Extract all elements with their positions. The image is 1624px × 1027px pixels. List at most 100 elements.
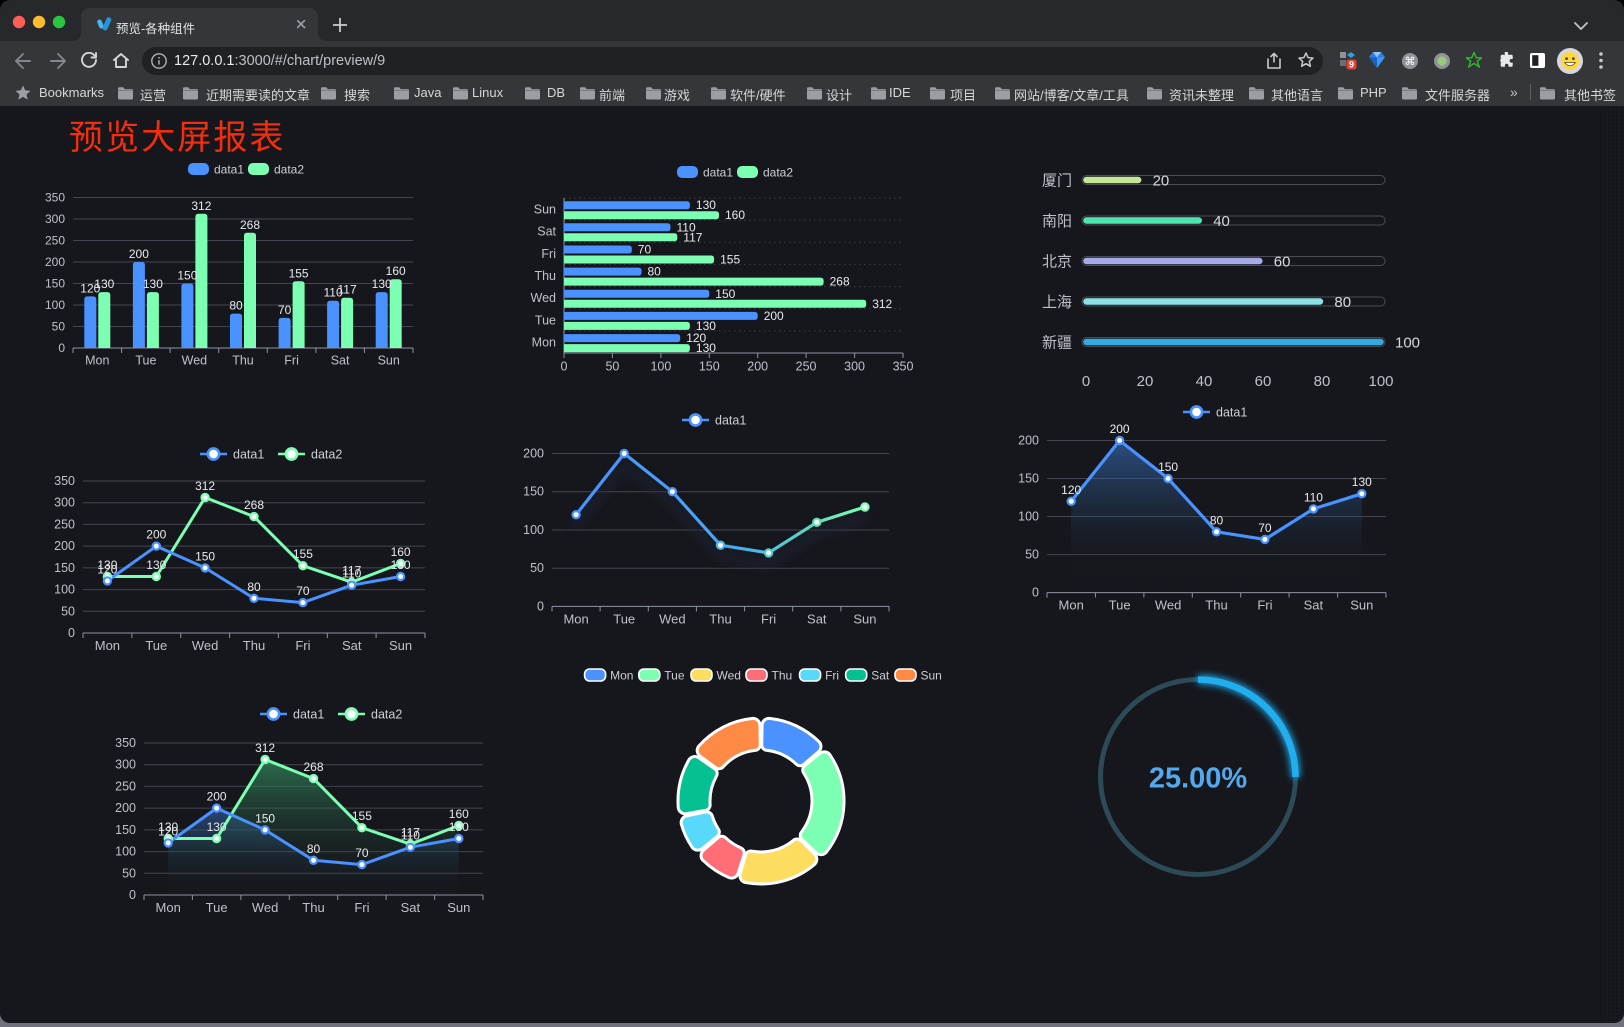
svg-text:Sat: Sat: [537, 225, 556, 239]
svg-text:40: 40: [1213, 213, 1230, 230]
svg-text:data1: data1: [703, 166, 733, 180]
svg-text:Thu: Thu: [243, 638, 265, 653]
svg-text:0: 0: [1032, 586, 1039, 600]
svg-text:Thu: Thu: [709, 611, 731, 626]
svg-text:150: 150: [523, 485, 544, 499]
svg-text:200: 200: [129, 247, 149, 261]
svg-text:120: 120: [686, 331, 706, 345]
svg-text:200: 200: [45, 255, 65, 269]
svg-text:268: 268: [240, 218, 260, 232]
svg-text:250: 250: [796, 360, 817, 374]
svg-text:150: 150: [1158, 460, 1178, 474]
svg-text:80: 80: [648, 265, 662, 279]
svg-text:Fri: Fri: [825, 668, 839, 682]
svg-text:0: 0: [1082, 373, 1090, 390]
svg-text:Wed: Wed: [182, 354, 208, 368]
svg-text:100: 100: [1018, 510, 1039, 524]
svg-text:200: 200: [747, 360, 768, 374]
svg-text:150: 150: [177, 269, 197, 283]
svg-text:312: 312: [191, 199, 211, 213]
svg-text:100: 100: [1395, 335, 1420, 352]
svg-text:9: 9: [1349, 59, 1354, 69]
svg-text:120: 120: [80, 281, 100, 295]
svg-text:50: 50: [530, 561, 544, 575]
svg-text:150: 150: [45, 277, 65, 291]
svg-text:60: 60: [1274, 254, 1291, 271]
svg-text:Tue: Tue: [535, 313, 556, 327]
svg-text:155: 155: [352, 809, 372, 823]
svg-text:70: 70: [638, 243, 652, 257]
svg-text:250: 250: [54, 517, 75, 531]
svg-text:130: 130: [94, 277, 114, 291]
svg-text:200: 200: [764, 309, 784, 323]
svg-text:130: 130: [391, 558, 411, 572]
svg-text:Tue: Tue: [135, 354, 156, 368]
svg-text:Thu: Thu: [1205, 598, 1227, 613]
svg-text:50: 50: [52, 320, 66, 334]
svg-text:80: 80: [307, 842, 321, 856]
svg-text:120: 120: [158, 824, 178, 838]
svg-text:data1: data1: [214, 163, 244, 177]
svg-text:Wed: Wed: [717, 668, 741, 682]
svg-text:130: 130: [449, 820, 469, 834]
svg-text:130: 130: [696, 341, 716, 355]
svg-text:350: 350: [893, 360, 914, 374]
svg-text:80: 80: [229, 299, 243, 313]
svg-text:Thu: Thu: [772, 668, 793, 682]
svg-text:160: 160: [449, 807, 469, 821]
svg-text:155: 155: [289, 266, 309, 280]
svg-text:Thu: Thu: [232, 354, 254, 368]
svg-text:160: 160: [725, 208, 745, 222]
svg-text:Fri: Fri: [354, 900, 369, 915]
svg-text:Sun: Sun: [853, 611, 876, 626]
svg-text:Thu: Thu: [534, 269, 556, 283]
svg-text:data2: data2: [274, 163, 304, 177]
svg-text:200: 200: [146, 528, 166, 542]
svg-text:110: 110: [401, 829, 420, 843]
svg-text:350: 350: [45, 191, 65, 205]
svg-text:312: 312: [255, 741, 275, 755]
svg-text:data2: data2: [763, 166, 793, 180]
svg-text:350: 350: [115, 736, 136, 750]
svg-text:20: 20: [1153, 173, 1170, 190]
svg-text:Sat: Sat: [342, 638, 362, 653]
svg-text:data1: data1: [1216, 406, 1247, 420]
svg-text:Sat: Sat: [871, 668, 890, 682]
svg-text:150: 150: [699, 360, 720, 374]
svg-text:120: 120: [97, 562, 117, 576]
svg-text:Fri: Fri: [541, 247, 556, 261]
svg-text:70: 70: [1258, 521, 1272, 535]
svg-text:北京: 北京: [1042, 254, 1072, 271]
svg-text:Sat: Sat: [1304, 598, 1324, 613]
svg-text:data2: data2: [371, 708, 402, 722]
svg-text:300: 300: [45, 212, 65, 226]
svg-text:150: 150: [255, 811, 275, 825]
svg-text:Wed: Wed: [659, 611, 686, 626]
svg-text:Tue: Tue: [613, 611, 635, 626]
svg-text:0: 0: [537, 599, 544, 613]
svg-text:data2: data2: [311, 448, 342, 462]
svg-text:Tue: Tue: [664, 668, 685, 682]
svg-text:350: 350: [54, 474, 75, 488]
svg-text:Fri: Fri: [761, 611, 776, 626]
svg-text:Sun: Sun: [447, 900, 470, 915]
svg-text:Fri: Fri: [295, 638, 310, 653]
svg-text:data1: data1: [293, 708, 324, 722]
svg-text:Wed: Wed: [1155, 598, 1182, 613]
svg-text:Sun: Sun: [378, 354, 400, 368]
svg-text:130: 130: [372, 277, 392, 291]
svg-text:50: 50: [122, 866, 136, 880]
svg-text:250: 250: [115, 779, 136, 793]
svg-text:300: 300: [844, 360, 865, 374]
svg-text:200: 200: [1110, 422, 1130, 436]
svg-text:50: 50: [61, 604, 75, 618]
svg-text:20: 20: [1137, 373, 1154, 390]
svg-text:80: 80: [1334, 294, 1351, 311]
svg-text:0: 0: [58, 341, 65, 355]
svg-text:Wed: Wed: [252, 900, 279, 915]
svg-text:120: 120: [1061, 483, 1081, 497]
svg-text:70: 70: [278, 303, 292, 317]
svg-text:100: 100: [54, 583, 75, 597]
svg-text:0: 0: [561, 360, 568, 374]
svg-text:0: 0: [129, 888, 136, 902]
